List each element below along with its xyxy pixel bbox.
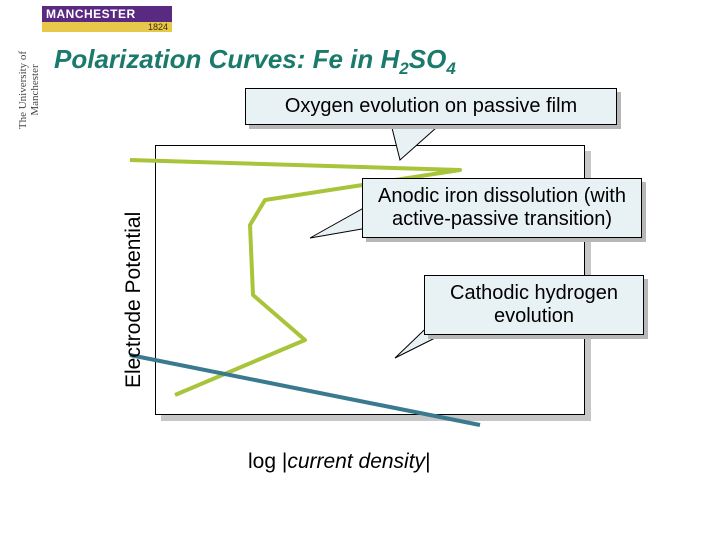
x-axis-label: log |current density| — [248, 450, 431, 474]
xlabel-italic: current density — [287, 450, 425, 473]
callout-anodic: Anodic iron dissolution (with active-pas… — [362, 178, 642, 238]
xlabel-pre: log | — [248, 450, 287, 473]
y-axis-label: Electrode Potential — [122, 212, 146, 388]
xlabel-post: | — [425, 450, 430, 473]
callout-oxygen: Oxygen evolution on passive film — [245, 88, 617, 125]
callout-oxygen-text: Oxygen evolution on passive film — [285, 95, 577, 117]
callout-anodic-text: Anodic iron dissolution (with active-pas… — [378, 185, 626, 230]
callout-cathodic: Cathodic hydrogen evolution — [424, 275, 644, 335]
diagram-stage: Oxygen evolution on passive film Anodic … — [0, 0, 720, 540]
callout-cathodic-text: Cathodic hydrogen evolution — [450, 282, 618, 327]
